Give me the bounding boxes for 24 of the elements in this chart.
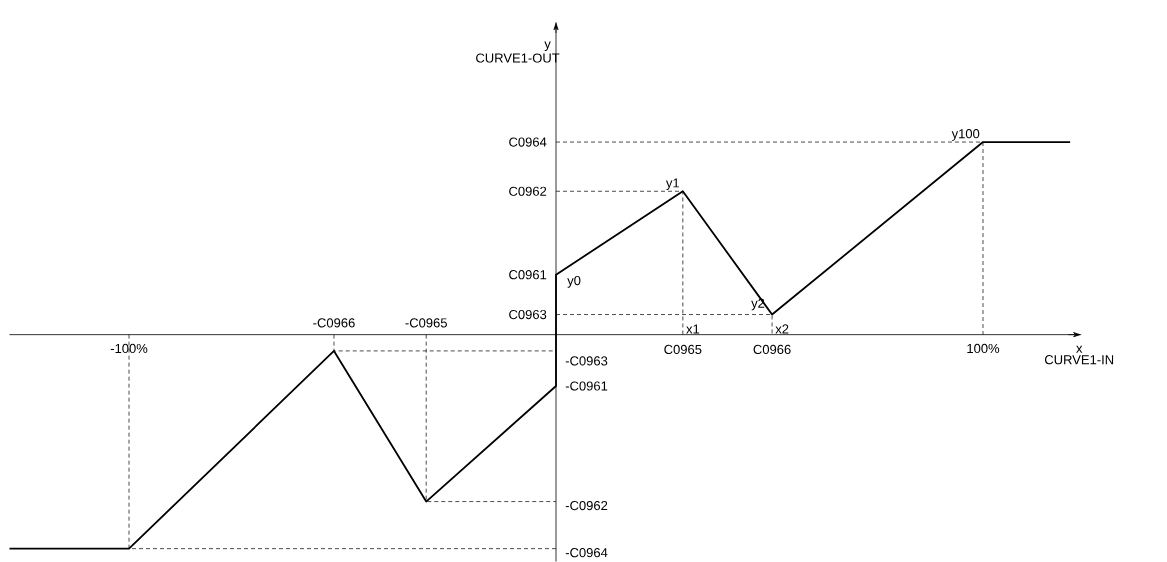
annotation: -C0964 [565,548,608,558]
annotation: -C0963 [565,356,608,366]
annotation: -C0961 [565,381,608,391]
annotation: y1 [665,178,679,191]
annotation: y2 [751,298,765,311]
x-tick-label: -100% [110,343,148,354]
text: CURVE1-OUT [476,53,560,63]
x-tick-label: 100% [967,343,1000,354]
annotation: y0 [567,275,581,288]
annotation: -C0965 [405,318,447,328]
annotation: x2 [775,324,789,334]
annotation: C0964 [509,137,547,147]
annotation: -C0966 [313,318,355,328]
text: y [544,41,551,52]
annotation: CURVE1-IN [1044,355,1114,365]
annotation: C0965 [664,344,702,355]
annotation: C0966 [753,344,791,355]
annotation: -C0962 [565,500,608,511]
annotation: C0963 [509,309,547,320]
x-axis-title: x [1076,345,1083,353]
annotation: C0961 [509,270,547,280]
annotation: C0962 [509,186,547,196]
annotation: x1 [686,324,700,334]
annotation: y100 [951,129,980,141]
